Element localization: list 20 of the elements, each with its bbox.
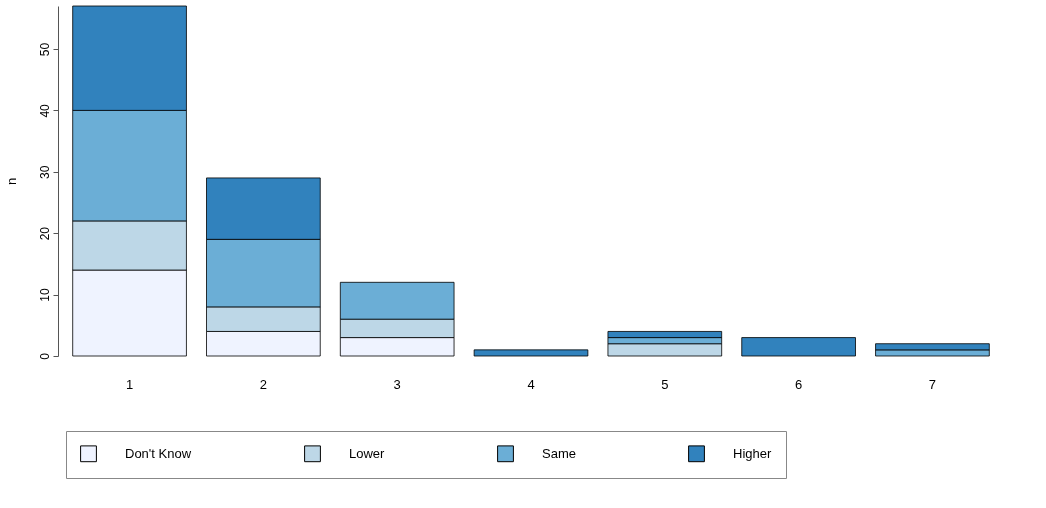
y-tick-label: 30 — [37, 165, 52, 179]
y-tick-label: 0 — [37, 352, 52, 360]
legend-label: Same — [542, 445, 576, 461]
y-tick-label: 10 — [37, 288, 52, 302]
x-tick-label: 7 — [928, 376, 937, 392]
y-axis-title: n — [3, 177, 19, 186]
y-tick-label: 20 — [37, 226, 52, 241]
legend-label: Lower — [349, 445, 386, 461]
x-tick-label: 2 — [259, 376, 267, 392]
bar — [473, 349, 589, 357]
legend-label: Higher — [733, 445, 772, 461]
legend-label: Don't Know — [125, 445, 192, 461]
x-tick-label: 4 — [527, 376, 535, 392]
bar — [741, 337, 856, 357]
x-tick-label: 5 — [661, 376, 669, 392]
y-tick-label: 50 — [37, 42, 52, 57]
x-tick-label: 6 — [795, 376, 803, 392]
x-tick-label: 3 — [393, 376, 401, 392]
y-tick-label: 40 — [37, 103, 52, 118]
x-tick-label: 1 — [125, 376, 134, 392]
